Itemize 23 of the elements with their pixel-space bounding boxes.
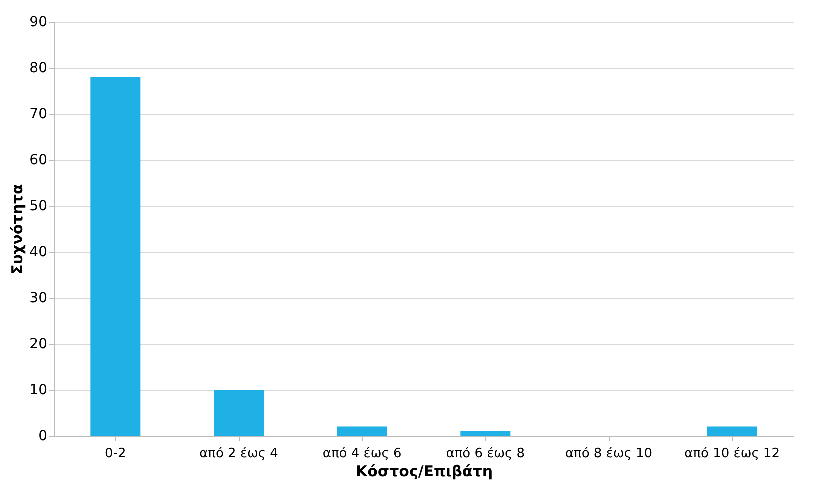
bar — [460, 431, 511, 436]
y-tick-label: 90 — [30, 14, 48, 30]
bar — [337, 426, 388, 436]
bar — [214, 390, 264, 436]
y-tick-label: 60 — [30, 152, 48, 168]
x-axis-title: Κόστος/Επιβάτη — [356, 462, 494, 480]
y-tick-label: 0 — [38, 428, 48, 444]
x-tick-label: από 8 έως 10 — [565, 446, 653, 462]
y-axis-title: Συχνότητα — [8, 184, 27, 275]
x-tick-label: από 10 έως 12 — [684, 446, 780, 462]
x-tick-label: από 4 έως 6 — [322, 446, 402, 462]
y-tick-label: 80 — [30, 60, 48, 76]
y-tick-label: 30 — [30, 290, 48, 306]
x-tick-label: από 6 έως 8 — [446, 446, 526, 462]
x-tick-label: 0-2 — [105, 446, 126, 462]
y-tick-label: 40 — [30, 244, 48, 260]
y-tick-label: 50 — [30, 198, 48, 214]
x-tick-label: από 2 έως 4 — [200, 446, 278, 462]
y-tick-label: 70 — [30, 106, 48, 122]
bar — [90, 77, 141, 436]
y-tick-label: 20 — [30, 336, 48, 352]
bar — [707, 426, 758, 436]
y-tick-label: 10 — [30, 382, 48, 398]
